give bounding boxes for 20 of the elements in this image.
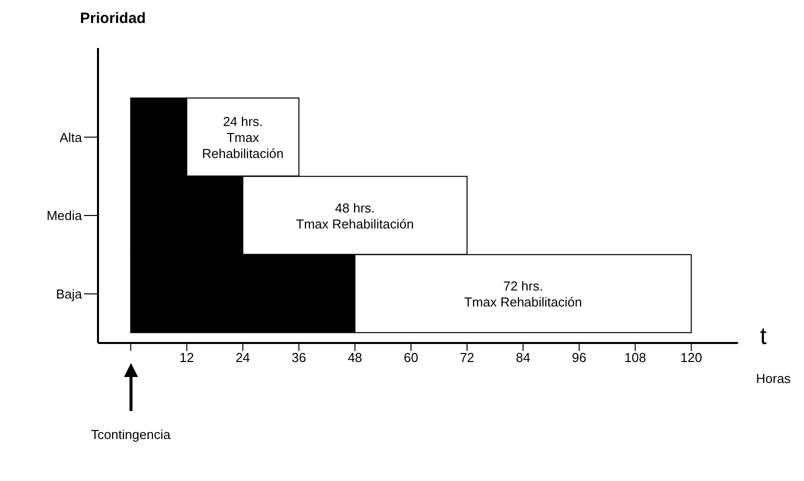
annotation: 24 hrs. Tmax Rehabilitación [202, 114, 284, 161]
annotation: 48 hrs. Tmax Rehabilitación [296, 200, 414, 232]
x-tick-label: 24 [236, 350, 250, 366]
text: Horas [756, 371, 791, 386]
x-tick-label: 48 [348, 350, 362, 366]
x-tick-label: 12 [180, 350, 194, 366]
x-tick-label: 72 [460, 350, 474, 366]
x-axis-title: t [760, 323, 767, 351]
x-tick-label: 108 [624, 350, 646, 366]
y-tick-label: Media [46, 208, 83, 224]
x-tick-label: 36 [292, 350, 306, 366]
y-tick-label: Alta [60, 130, 83, 145]
x-tick-label: 60 [404, 350, 418, 366]
x-tick-label: 96 [572, 350, 586, 366]
y-tick-label: Baja [56, 286, 83, 302]
x-tick-label: 84 [516, 350, 530, 366]
annotation: 72 hrs. Tmax Rehabilitación [464, 278, 582, 310]
text: Tcontingencia [90, 427, 172, 442]
y-axis-title: Prioridad [80, 10, 146, 27]
x-tick-label: 120 [680, 350, 702, 366]
